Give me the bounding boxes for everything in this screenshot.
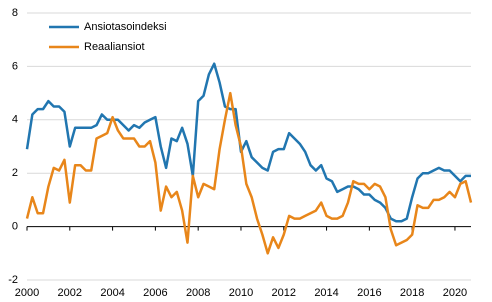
x-tick-label: 2008 bbox=[186, 287, 210, 299]
y-tick-label: 2 bbox=[12, 167, 18, 179]
x-tick-label: 2002 bbox=[58, 287, 82, 299]
x-tick-label: 2014 bbox=[314, 287, 338, 299]
line bbox=[25, 62, 471, 223]
x-tick-label: 2000 bbox=[15, 287, 39, 299]
y-tick-label: 6 bbox=[12, 60, 18, 72]
y-tick-label: 8 bbox=[12, 7, 18, 19]
x-tick-label: 2004 bbox=[100, 287, 124, 299]
x-tick-label: 2006 bbox=[143, 287, 167, 299]
y-tick-label: 4 bbox=[12, 114, 18, 126]
line bbox=[25, 91, 473, 255]
legend-label: Ansiotasoindeksi bbox=[84, 21, 167, 33]
y-tick-label: -2 bbox=[8, 274, 18, 286]
y-tick-label: 0 bbox=[12, 221, 18, 233]
x-tick-label: 2016 bbox=[357, 287, 381, 299]
x-tick-label: 2018 bbox=[400, 287, 424, 299]
x-tick-label: 2020 bbox=[443, 287, 467, 299]
x-tick-label: 2012 bbox=[272, 287, 296, 299]
x-tick-label: 2010 bbox=[229, 287, 253, 299]
legend-label: Reaaliansiot bbox=[84, 41, 145, 53]
